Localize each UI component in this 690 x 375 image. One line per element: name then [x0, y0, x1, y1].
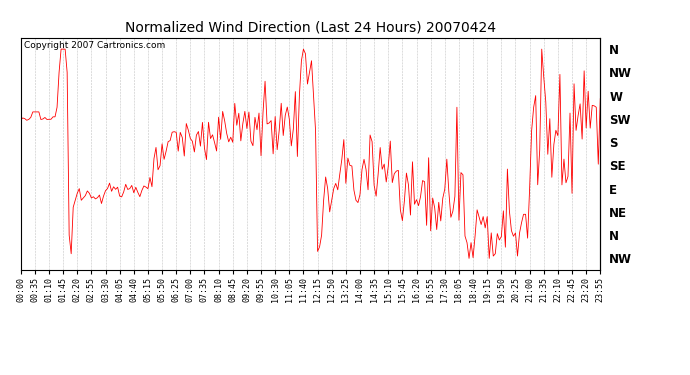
Title: Normalized Wind Direction (Last 24 Hours) 20070424: Normalized Wind Direction (Last 24 Hours… — [125, 21, 496, 35]
Text: Copyright 2007 Cartronics.com: Copyright 2007 Cartronics.com — [23, 41, 165, 50]
